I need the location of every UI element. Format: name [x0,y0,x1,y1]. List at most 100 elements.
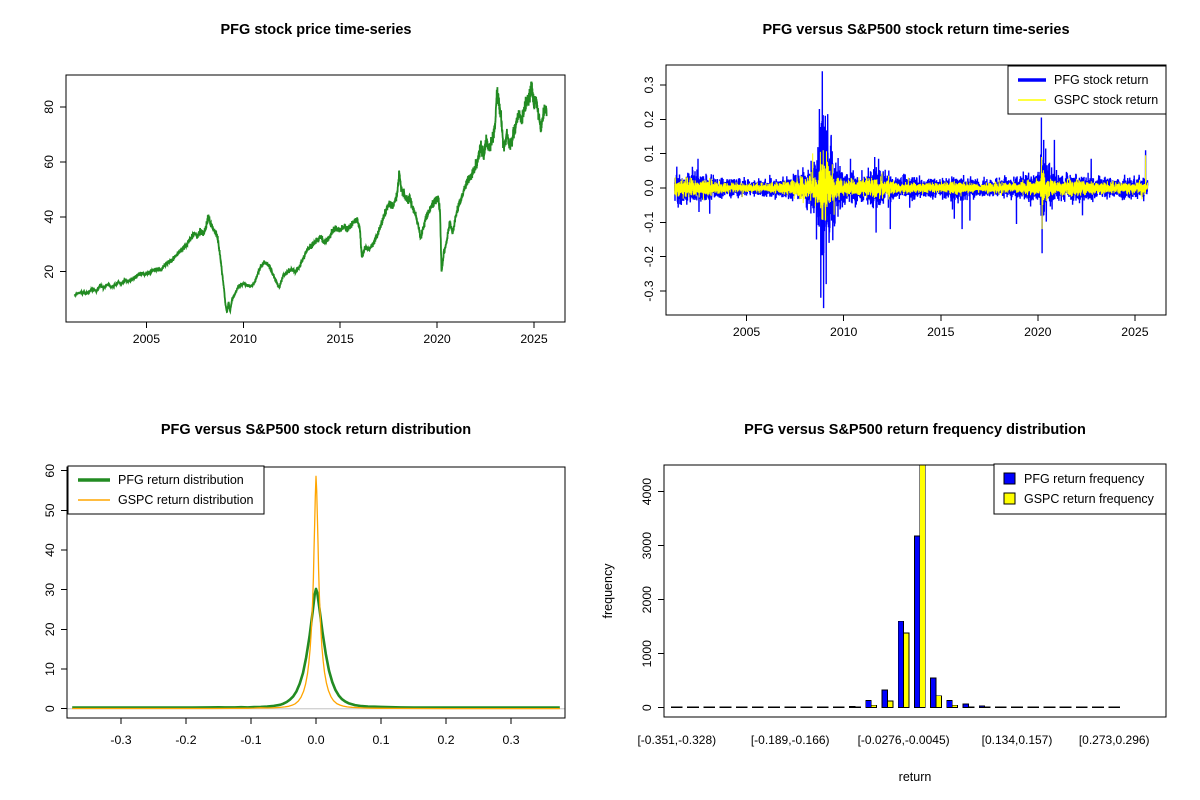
pfg-density-legend-label: PFG return distribution [118,473,244,487]
density-legend-box [67,465,265,515]
tick-label: [-0.351,-0.328) [637,733,716,747]
pfg-frequency-bar [1108,706,1115,709]
returns-plot-title: PFG versus S&P500 stock return time-seri… [762,22,1069,38]
gspc-frequency-bar [676,706,683,709]
returns-legend-box [1007,65,1167,115]
pfg-frequency-bar [1011,706,1018,709]
price-plot: PFG stock price time-series 2005 2010 2015… [42,22,566,346]
returns-plot-axes: 2005 2010 2015 2020 2025 -0.3 -0.2 -0.1 0.0 0.1 0.… [642,76,1149,339]
tick-label: -0.2 [175,733,196,747]
pfg-frequency-bar [1059,706,1067,709]
pfg-frequency-bar [832,706,840,709]
tick-label: [0.134,0.157) [982,733,1053,747]
gspc-frequency-bar [805,706,813,709]
tick-label: 0.3 [642,76,656,93]
gspc-frequency-legend-label: GSPC return frequency [1024,492,1155,506]
tick-label: 3000 [640,532,654,560]
gspc-frequency-bar [1032,706,1040,709]
histogram-legend: PFG return frequency GSPC return frequen… [993,463,1167,515]
tick-label: -0.1 [642,212,656,233]
tick-label: 2025 [1121,325,1149,339]
pfg-frequency-legend-swatch [1003,472,1016,485]
tick-label: 2015 [327,332,355,346]
tick-label: 0.1 [372,733,389,747]
tick-label: 0.0 [642,179,656,196]
gspc-frequency-bar [773,706,780,709]
gspc-frequency-bar [789,706,797,709]
pfg-density-path [72,587,560,709]
histogram-plot-frame [663,464,1167,718]
tick-label: 30 [43,583,57,597]
tick-label: 0.2 [437,733,454,747]
pfg-frequency-bar [670,706,678,709]
tick-label: 2025 [520,332,548,346]
tick-label: 50 [43,503,57,517]
gspc-frequency-bar [1113,706,1121,709]
tick-label: 10 [43,662,57,676]
gspc-frequency-bar [708,706,716,709]
tick-label: 60 [43,464,57,478]
pfg-frequency-bar [735,706,743,709]
tick-label: [-0.0276,-0.0045) [858,733,950,747]
pfg-frequency-bar [703,706,710,709]
pfg-frequency-bar [881,689,888,709]
gspc-frequency-bar [1048,706,1056,709]
pfg-frequency-bar [978,705,986,709]
histogram-xlabel-return: return [899,770,932,784]
tick-label: 60 [42,155,56,169]
tick-label: 2005 [733,325,761,339]
gspc-frequency-bar [822,706,829,709]
gspc-frequency-bar [741,706,748,709]
pfg-frequency-bar [1043,706,1050,709]
tick-label: -0.1 [240,733,261,747]
tick-label: 20 [42,265,56,279]
histogram-bars [670,465,1121,709]
tick-label: 0.2 [642,111,656,128]
tick-label: -0.2 [642,246,656,267]
gspc-return-series-path [674,150,1149,230]
tick-label: 0 [43,705,57,712]
gspc-frequency-bar [1065,706,1072,709]
tick-label: 2000 [640,586,654,614]
gspc-frequency-bar [724,706,732,709]
pfg-frequency-bar [897,620,905,709]
tick-label: [-0.189,-0.166) [751,733,830,747]
histogram-legend-box [993,463,1167,515]
pfg-price-line [73,81,548,315]
price-plot-axes: 2005 2010 2015 2020 2025 20 40 60 80 [42,100,548,346]
tick-label: 0.3 [502,733,519,747]
gspc-density-legend-label: GSPC return distribution [118,493,254,507]
gspc-frequency-bar [838,706,845,709]
pfg-frequency-bar [751,706,759,709]
pfg-frequency-bar [1092,706,1099,709]
returns-legend: PFG stock return GSPC stock return [1007,65,1167,115]
gspc-frequency-bar [1016,706,1023,709]
tick-label: 40 [43,543,57,557]
gspc-frequency-bar [886,700,894,709]
pfg-frequency-bar [994,706,1002,709]
pfg-frequency-bar [800,706,807,709]
gspc-frequency-bar [757,706,764,709]
gspc-frequency-bar [984,706,991,709]
pfg-frequency-bar [865,700,872,709]
pfg-frequency-bar [962,703,969,709]
price-series-path [73,81,548,315]
pfg-frequency-bar [849,706,856,709]
tick-label: 40 [42,210,56,224]
tick-label: 2015 [927,325,955,339]
tick-label: 0.0 [307,733,324,747]
histogram-plot: PFG versus S&P500 return frequency distr… [601,422,1167,784]
tick-label: 2010 [830,325,858,339]
pfg-frequency-bar [1075,706,1083,709]
gspc-return-legend-label: GSPC stock return [1054,93,1158,107]
price-plot-frame [65,74,566,323]
pfg-frequency-bar [719,706,726,709]
density-curves [67,475,565,710]
returns-series-lines [674,71,1149,309]
histogram-plot-axes: 0 1000 2000 3000 4000 [-0.351,-0.328) [-0.189,… [637,478,1149,747]
gspc-density-path [72,475,560,710]
gspc-frequency-bar [1097,706,1104,709]
gspc-frequency-bar [1081,706,1088,709]
density-plot-title: PFG versus S&P500 stock return distribut… [161,422,471,438]
